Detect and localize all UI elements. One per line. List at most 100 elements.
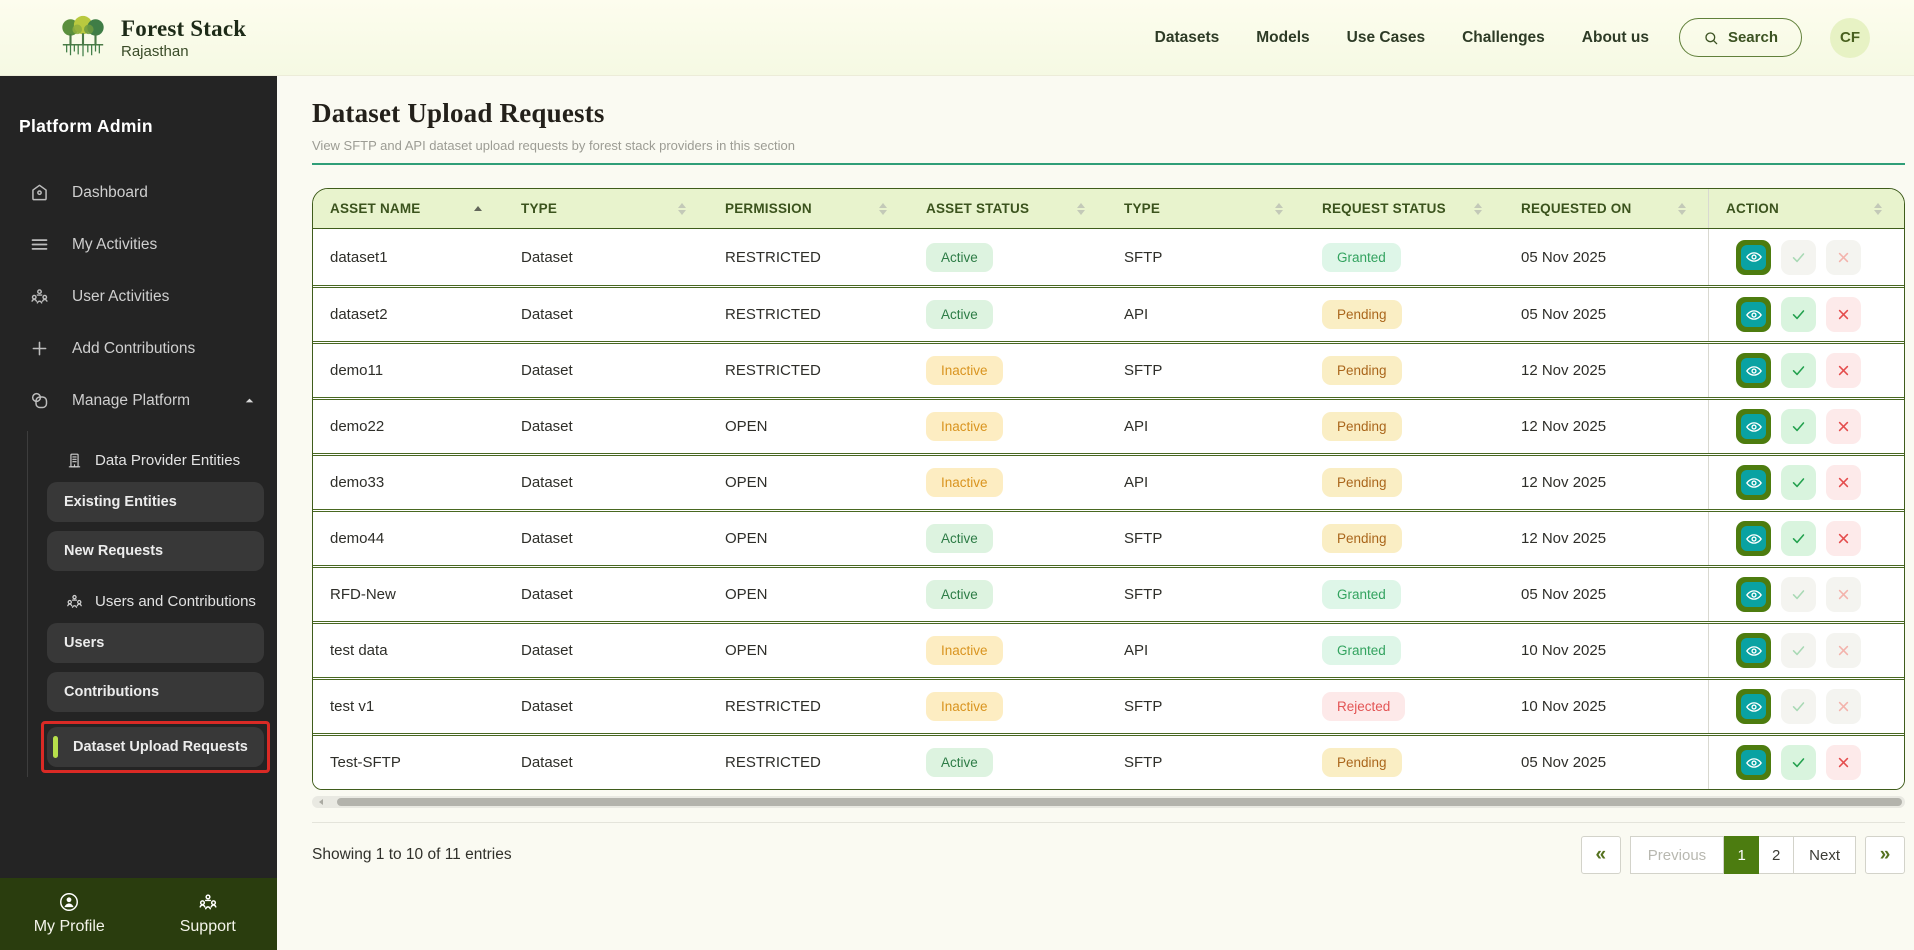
status-badge: Rejected bbox=[1322, 692, 1406, 721]
check-icon bbox=[1790, 698, 1807, 715]
table-row: demo44 Dataset OPEN Active SFTP Pending 12 Nov… bbox=[313, 509, 1904, 565]
table-row: dataset1 Dataset RESTRICTED Active SFTP Grant… bbox=[313, 229, 1904, 285]
asset-status-cell: Inactive bbox=[909, 344, 1107, 397]
horizontal-scrollbar[interactable] bbox=[312, 796, 1905, 808]
view-button[interactable] bbox=[1736, 745, 1771, 780]
avatar[interactable]: CF bbox=[1830, 17, 1870, 58]
view-button[interactable] bbox=[1736, 353, 1771, 388]
page-title: Dataset Upload Requests bbox=[312, 98, 605, 128]
nav-link-about-us[interactable]: About us bbox=[1581, 28, 1649, 46]
sort-icon[interactable] bbox=[1474, 202, 1482, 215]
entries-summary: Showing 1 to 10 of 11 entries bbox=[312, 846, 512, 863]
requested-on-cell: 10 Nov 2025 bbox=[1521, 642, 1607, 659]
support-icon bbox=[197, 891, 219, 913]
view-button[interactable] bbox=[1736, 633, 1771, 668]
status-badge: Pending bbox=[1322, 412, 1402, 441]
submenu-group-label: Data Provider Entities bbox=[95, 452, 241, 469]
first-page-button[interactable]: « bbox=[1580, 836, 1621, 874]
sidebar-item-manage-platform[interactable]: Manage Platform bbox=[0, 377, 277, 424]
table-row: test v1 Dataset RESTRICTED Inactive SFTP Reje… bbox=[313, 677, 1904, 733]
last-page-button[interactable]: » bbox=[1865, 836, 1905, 874]
nav-link-datasets[interactable]: Datasets bbox=[1154, 28, 1220, 46]
sort-icon[interactable] bbox=[1874, 202, 1882, 215]
search-icon bbox=[1703, 30, 1719, 46]
submenu-item-users[interactable]: Users bbox=[47, 623, 264, 663]
approve-button[interactable] bbox=[1781, 745, 1816, 780]
search-button[interactable]: Search bbox=[1678, 18, 1802, 57]
action-cell bbox=[1708, 512, 1904, 565]
view-button[interactable] bbox=[1736, 689, 1771, 724]
nav-link-use-cases[interactable]: Use Cases bbox=[1346, 28, 1426, 46]
submenu-item-existing-entities[interactable]: Existing Entities bbox=[47, 482, 264, 522]
main-content: Dataset Upload Requests View SFTP and AP… bbox=[277, 76, 1914, 950]
sort-icon[interactable] bbox=[474, 206, 482, 211]
permission-cell: RESTRICTED bbox=[725, 362, 821, 379]
submenu-item-contributions[interactable]: Contributions bbox=[47, 672, 264, 712]
upload-type-cell: SFTP bbox=[1124, 362, 1163, 379]
approve-button[interactable] bbox=[1781, 409, 1816, 444]
status-badge: Pending bbox=[1322, 468, 1402, 497]
type-cell: Dataset bbox=[521, 306, 573, 323]
sidebar-item-dashboard[interactable]: Dashboard bbox=[0, 169, 277, 216]
reject-button[interactable] bbox=[1826, 521, 1861, 556]
scrollbar-left-arrow-icon[interactable] bbox=[319, 799, 323, 805]
my-profile-button[interactable]: My Profile bbox=[0, 891, 139, 936]
view-button[interactable] bbox=[1736, 521, 1771, 556]
sort-icon[interactable] bbox=[1077, 202, 1085, 215]
submenu-item-label: New Requests bbox=[64, 543, 164, 559]
view-button[interactable] bbox=[1736, 465, 1771, 500]
permission-cell: RESTRICTED bbox=[725, 248, 821, 266]
scrollbar-thumb[interactable] bbox=[337, 798, 1902, 806]
search-button-label: Search bbox=[1727, 29, 1778, 46]
reject-button[interactable] bbox=[1826, 465, 1861, 500]
type-cell: Dataset bbox=[521, 474, 573, 491]
reject-button[interactable] bbox=[1826, 409, 1861, 444]
sort-icon[interactable] bbox=[678, 202, 686, 215]
sidebar-item-user-activities[interactable]: User Activities bbox=[0, 273, 277, 320]
sort-icon[interactable] bbox=[1275, 202, 1283, 215]
submenu-item-label: Users bbox=[64, 635, 105, 651]
page-button-1[interactable]: 1 bbox=[1724, 836, 1760, 874]
reject-button[interactable] bbox=[1826, 745, 1861, 780]
sort-icon[interactable] bbox=[1678, 202, 1686, 215]
status-badge: Granted bbox=[1322, 580, 1401, 609]
page-button-2[interactable]: 2 bbox=[1759, 836, 1795, 874]
previous-page-button[interactable]: Previous bbox=[1629, 836, 1725, 874]
sort-icon[interactable] bbox=[879, 202, 887, 215]
view-button[interactable] bbox=[1736, 409, 1771, 444]
view-button[interactable] bbox=[1736, 297, 1771, 332]
view-button[interactable] bbox=[1736, 239, 1771, 275]
submenu-group-label: Users and Contributions bbox=[95, 593, 256, 610]
requested-on-cell: 05 Nov 2025 bbox=[1521, 306, 1607, 323]
upload-type-cell: API bbox=[1124, 474, 1149, 491]
view-button[interactable] bbox=[1736, 577, 1771, 612]
menu-icon bbox=[29, 234, 50, 255]
submenu-item-new-requests[interactable]: New Requests bbox=[47, 531, 264, 571]
approve-button[interactable] bbox=[1781, 465, 1816, 500]
requested-on-cell: 12 Nov 2025 bbox=[1521, 474, 1607, 491]
reject-button[interactable] bbox=[1826, 297, 1861, 332]
nav-link-models[interactable]: Models bbox=[1256, 28, 1310, 46]
x-icon bbox=[1835, 474, 1852, 491]
approve-button[interactable] bbox=[1781, 521, 1816, 556]
support-label: Support bbox=[179, 918, 236, 935]
eye-icon bbox=[1741, 358, 1766, 383]
sidebar-item-my-activities[interactable]: My Activities bbox=[0, 221, 277, 268]
sidebar-item-add-contributions[interactable]: Add Contributions bbox=[0, 325, 277, 372]
upload-type-cell: SFTP bbox=[1124, 698, 1163, 715]
column-header-asset-name: ASSET NAME bbox=[313, 189, 504, 228]
sidebar-footer: My Profile Support bbox=[0, 878, 277, 950]
next-page-button[interactable]: Next bbox=[1794, 836, 1856, 874]
action-cell bbox=[1708, 568, 1904, 621]
approve-button[interactable] bbox=[1781, 353, 1816, 388]
submenu-item-dataset-upload-requests[interactable]: Dataset Upload Requests bbox=[47, 727, 264, 767]
support-button[interactable]: Support bbox=[139, 891, 278, 936]
nav-link-challenges[interactable]: Challenges bbox=[1462, 28, 1545, 46]
approve-button[interactable] bbox=[1781, 297, 1816, 332]
reject-button[interactable] bbox=[1826, 353, 1861, 388]
submenu-item-label: Dataset Upload Requests bbox=[73, 739, 248, 755]
check-icon bbox=[1790, 754, 1807, 771]
asset-status-cell: Inactive bbox=[909, 624, 1107, 677]
check-icon bbox=[1790, 362, 1807, 379]
column-label: TYPE bbox=[1124, 201, 1161, 216]
